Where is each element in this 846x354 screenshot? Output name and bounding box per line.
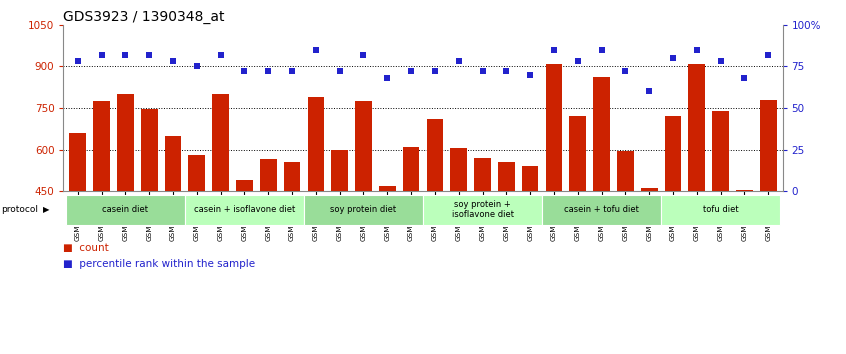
Text: protocol: protocol bbox=[1, 205, 38, 214]
Bar bbox=[283, 162, 300, 191]
Point bbox=[761, 52, 775, 58]
Point bbox=[738, 75, 751, 81]
Bar bbox=[593, 78, 610, 191]
Bar bbox=[569, 116, 586, 191]
Bar bbox=[542, 195, 661, 225]
Bar bbox=[403, 147, 420, 191]
Text: ■  count: ■ count bbox=[63, 243, 109, 253]
Point bbox=[238, 69, 251, 74]
Point bbox=[595, 47, 608, 52]
Bar bbox=[117, 94, 134, 191]
Point bbox=[428, 69, 442, 74]
Bar bbox=[426, 119, 443, 191]
Text: ▶: ▶ bbox=[42, 205, 49, 214]
Bar bbox=[498, 162, 514, 191]
Point bbox=[524, 72, 537, 78]
Point bbox=[95, 52, 108, 58]
Text: GDS3923 / 1390348_at: GDS3923 / 1390348_at bbox=[63, 10, 225, 24]
Bar bbox=[665, 116, 681, 191]
Point bbox=[475, 69, 489, 74]
Point bbox=[690, 47, 704, 52]
Bar bbox=[165, 136, 181, 191]
Text: casein diet: casein diet bbox=[102, 205, 148, 214]
Point bbox=[166, 58, 179, 64]
Bar bbox=[475, 158, 491, 191]
Point bbox=[190, 63, 204, 69]
Bar bbox=[736, 190, 753, 191]
Point bbox=[547, 47, 561, 52]
Point bbox=[285, 69, 299, 74]
Bar bbox=[522, 166, 539, 191]
Bar bbox=[661, 195, 780, 225]
Bar bbox=[189, 155, 205, 191]
Bar bbox=[307, 97, 324, 191]
Bar bbox=[93, 101, 110, 191]
Text: casein + tofu diet: casein + tofu diet bbox=[564, 205, 639, 214]
Point bbox=[381, 75, 394, 81]
Bar bbox=[185, 195, 304, 225]
Point bbox=[452, 58, 465, 64]
Bar bbox=[332, 149, 348, 191]
Bar bbox=[66, 195, 185, 225]
Point bbox=[142, 52, 156, 58]
Bar bbox=[212, 94, 229, 191]
Point bbox=[618, 69, 632, 74]
Bar bbox=[546, 64, 563, 191]
Point bbox=[404, 69, 418, 74]
Point bbox=[261, 69, 275, 74]
Point bbox=[357, 52, 371, 58]
Point bbox=[667, 55, 680, 61]
Bar bbox=[236, 180, 253, 191]
Bar bbox=[760, 99, 777, 191]
Text: casein + isoflavone diet: casein + isoflavone diet bbox=[194, 205, 295, 214]
Bar bbox=[689, 64, 706, 191]
Bar bbox=[304, 195, 423, 225]
Text: soy protein +
isoflavone diet: soy protein + isoflavone diet bbox=[452, 200, 514, 219]
Bar bbox=[712, 111, 729, 191]
Point bbox=[309, 47, 322, 52]
Bar bbox=[450, 148, 467, 191]
Point bbox=[332, 69, 346, 74]
Bar bbox=[140, 109, 157, 191]
Bar bbox=[379, 185, 396, 191]
Point bbox=[714, 58, 728, 64]
Point bbox=[71, 58, 85, 64]
Point bbox=[642, 88, 656, 94]
Point bbox=[500, 69, 514, 74]
Bar bbox=[423, 195, 542, 225]
Point bbox=[118, 52, 132, 58]
Point bbox=[571, 58, 585, 64]
Bar bbox=[69, 133, 86, 191]
Bar bbox=[355, 101, 371, 191]
Text: soy protein diet: soy protein diet bbox=[331, 205, 397, 214]
Bar bbox=[617, 151, 634, 191]
Text: ■  percentile rank within the sample: ■ percentile rank within the sample bbox=[63, 259, 255, 269]
Text: tofu diet: tofu diet bbox=[703, 205, 739, 214]
Bar bbox=[641, 188, 657, 191]
Point bbox=[214, 52, 228, 58]
Bar bbox=[260, 159, 277, 191]
